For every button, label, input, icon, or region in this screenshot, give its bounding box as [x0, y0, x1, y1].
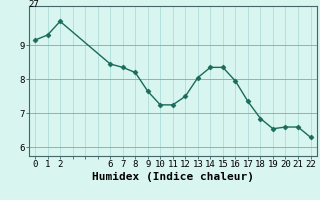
X-axis label: Humidex (Indice chaleur): Humidex (Indice chaleur): [92, 172, 254, 182]
Text: 27: 27: [29, 0, 40, 9]
